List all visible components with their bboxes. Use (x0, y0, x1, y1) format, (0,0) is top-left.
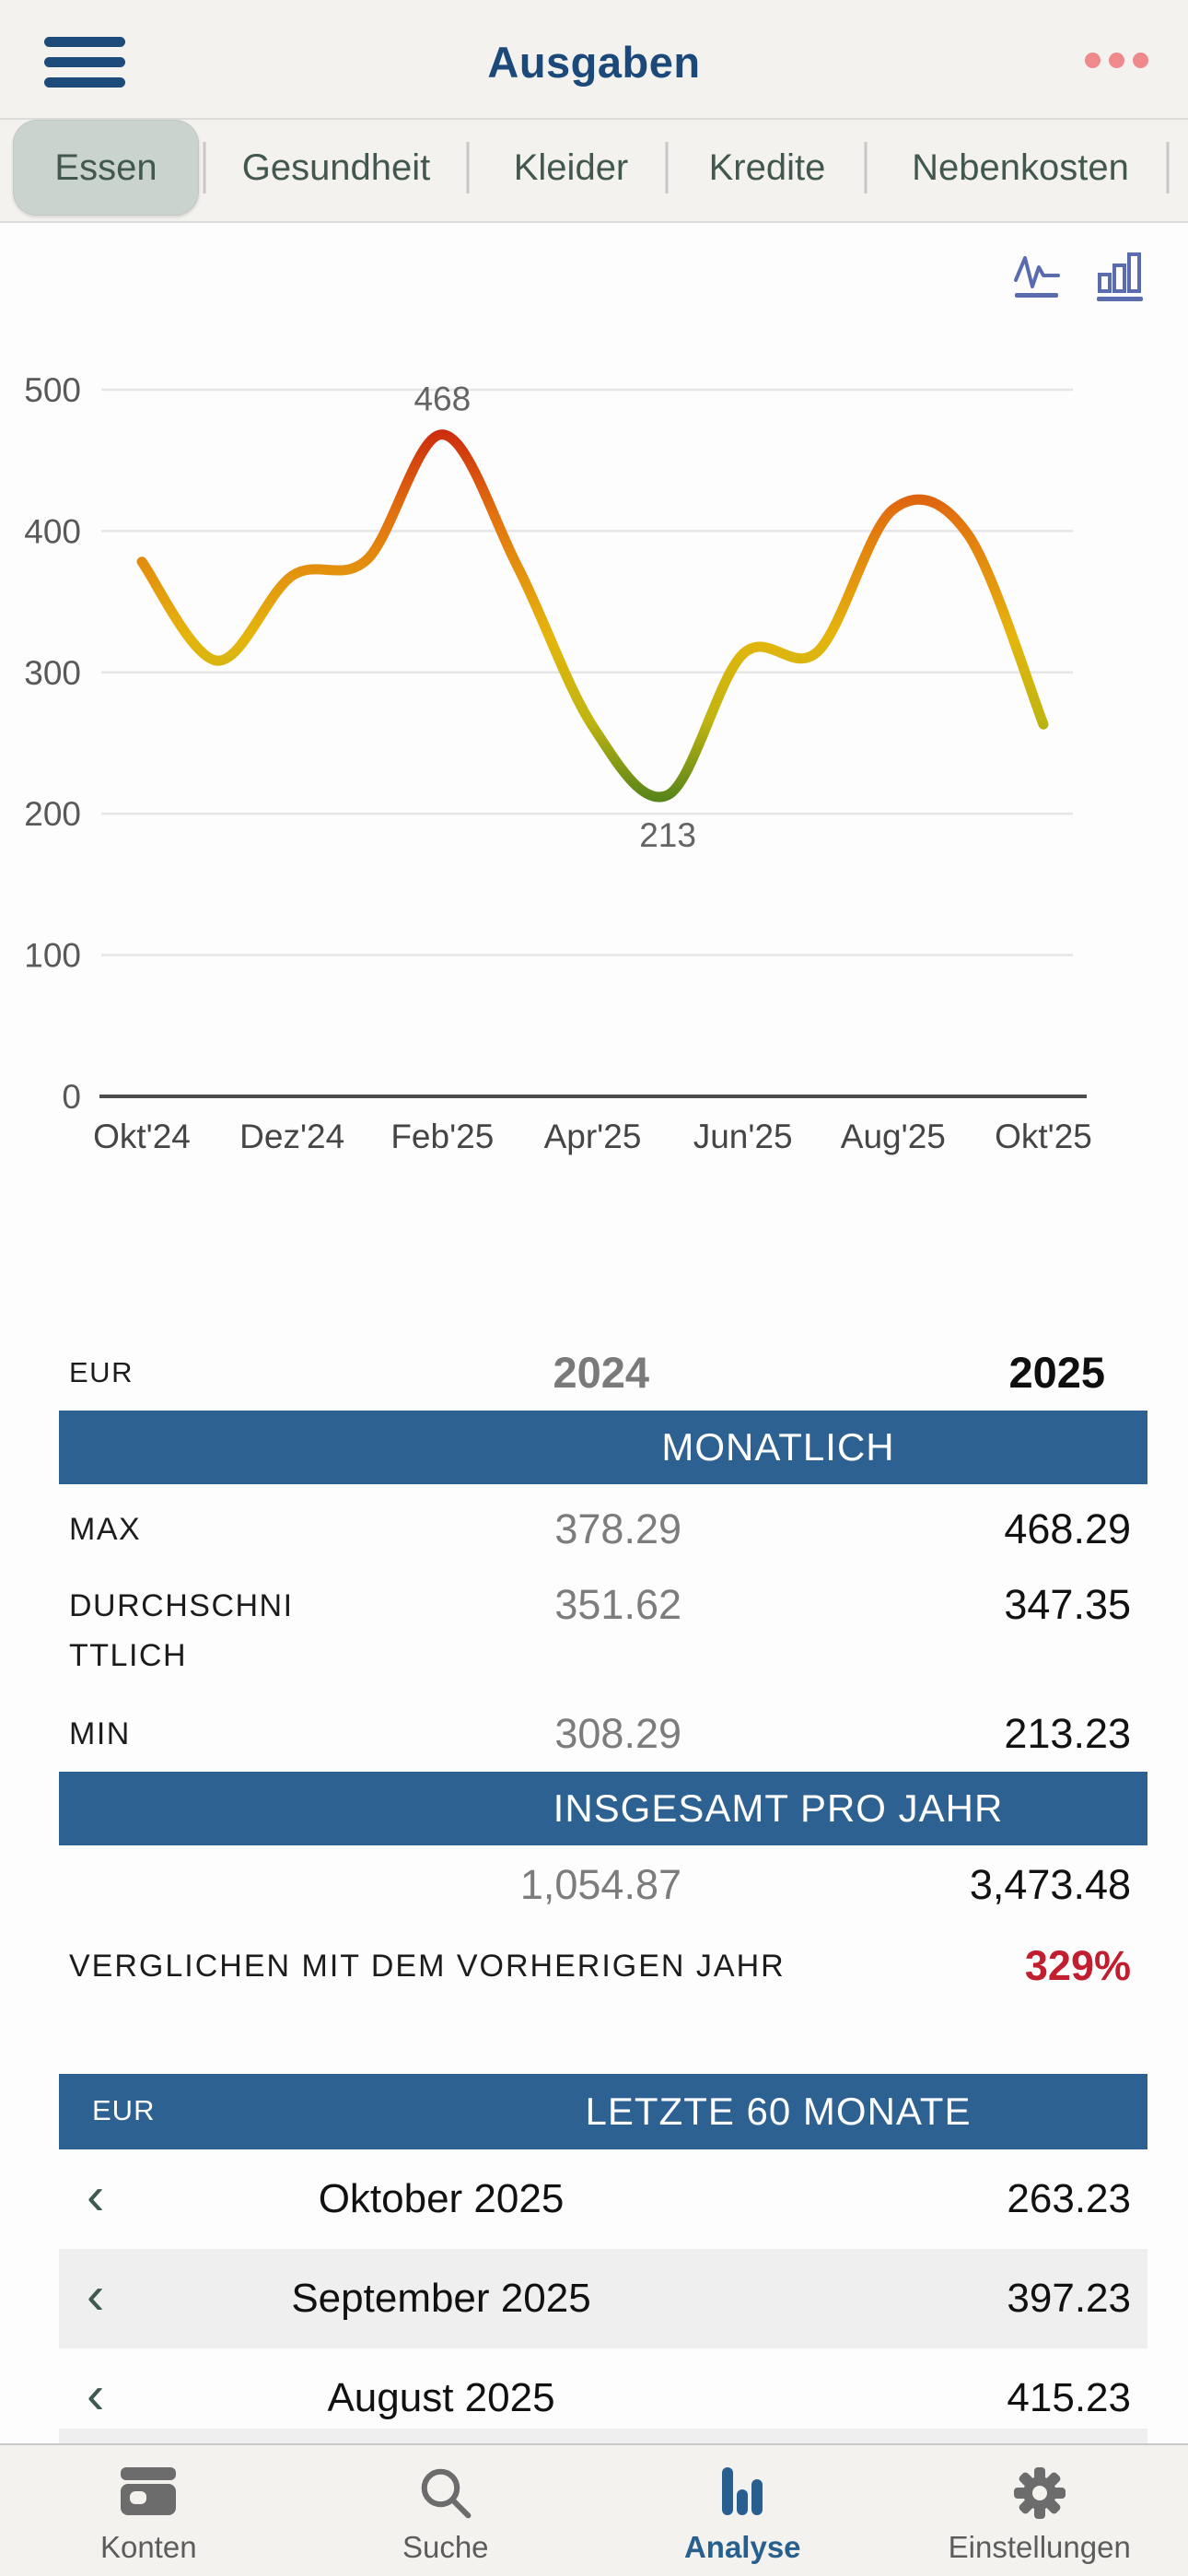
min-label: MIN (69, 1716, 131, 1751)
menu-icon[interactable] (44, 37, 125, 88)
min-2025-value: 213.23 (1004, 1710, 1131, 1757)
svg-text:500: 500 (24, 371, 81, 409)
month-value: 415.23 (1007, 2375, 1131, 2420)
chevron-left-icon[interactable]: ‹ (87, 2166, 105, 2226)
yearly-total-row: 1,054.87 3,473.48 (0, 1850, 1188, 1920)
nav-item-konten[interactable]: Konten (0, 2445, 297, 2576)
svg-text:Dez'24: Dez'24 (239, 1118, 344, 1155)
month-row[interactable]: ‹ August 2025 415.23 (59, 2348, 1147, 2448)
tab-kleider[interactable]: Kleider (513, 147, 629, 188)
month-row[interactable]: ‹ September 2025 397.23 (59, 2249, 1147, 2348)
previous-year-compare-row: VERGLICHEN MIT DEM VORHERIGEN JAHR 329% (0, 1931, 1188, 2001)
nav-label-konten: Konten (99, 2530, 197, 2564)
months-table-banner: EUR LETZTE 60 MONATE (59, 2074, 1147, 2149)
month-value: 263.23 (1007, 2176, 1131, 2221)
bar-chart-toggle-icon[interactable] (1096, 251, 1144, 304)
tab-divider (466, 142, 470, 193)
bottom-navigation: Konten Suche Analyse (0, 2443, 1188, 2576)
min-row: MIN 308.29 213.23 (0, 1699, 1188, 1769)
svg-text:Jun'25: Jun'25 (693, 1118, 793, 1155)
tab-divider (203, 142, 206, 193)
month-name: Oktober 2025 (318, 2176, 565, 2221)
total-2024-value: 1,054.87 (519, 1861, 681, 1908)
svg-text:0: 0 (62, 1078, 81, 1116)
chevron-left-icon[interactable]: ‹ (87, 2266, 105, 2325)
tab-essen[interactable]: Essen (54, 147, 157, 188)
months-table-title: LETZTE 60 MONATE (585, 2090, 972, 2133)
min-2024-value: 308.29 (554, 1710, 681, 1757)
month-value: 397.23 (1007, 2276, 1131, 2321)
tab-kredite[interactable]: Kredite (708, 147, 826, 188)
svg-text:200: 200 (24, 795, 81, 833)
tab-divider (665, 142, 669, 193)
compare-label: VERGLICHEN MIT DEM VORHERIGEN JAHR (69, 1949, 786, 1984)
tab-divider (1166, 142, 1170, 193)
tab-divider (864, 142, 868, 193)
category-tab-bar: Essen Gesundheit Kleider Kredite Nebenkosten (0, 120, 1188, 223)
nav-label-einstellungen: Einstellungen (948, 2530, 1131, 2564)
expenses-line-chart: 0 100 200 300 400 500 Okt'24 Dez'24 Feb'25 Apr'25… (24, 371, 1092, 1155)
month-row[interactable]: ‹ Oktober 2025 263.23 (59, 2149, 1147, 2249)
nav-item-suche[interactable]: Suche (297, 2445, 595, 2576)
svg-text:400: 400 (24, 512, 81, 550)
svg-text:300: 300 (24, 654, 81, 692)
nav-item-analyse[interactable]: Analyse (594, 2445, 891, 2576)
nav-label-suche: Suche (402, 2530, 489, 2564)
comparison-header-row: EUR 2024 2025 (0, 1338, 1188, 1408)
max-2024-value: 378.29 (554, 1505, 681, 1552)
page-title: Ausgaben (487, 38, 701, 87)
month-name: August 2025 (327, 2375, 555, 2420)
svg-text:100: 100 (24, 937, 81, 975)
compare-percentage: 329% (1024, 1942, 1131, 1989)
selected-tab-pill (13, 120, 199, 216)
top-bar: Ausgaben (0, 0, 1188, 120)
monthly-section-banner: MONATLICH (59, 1411, 1147, 1484)
search-icon (417, 2458, 474, 2528)
bar-chart-icon (713, 2458, 772, 2528)
max-point-label: 468 (413, 381, 471, 418)
line-chart-toggle-icon[interactable] (1013, 252, 1061, 304)
svg-text:Feb'25: Feb'25 (390, 1118, 494, 1155)
nav-item-einstellungen[interactable]: Einstellungen (891, 2445, 1188, 2576)
average-row: DURCHSCHNITTLICH 351.62 347.35 (0, 1568, 1188, 1706)
month-name: September 2025 (291, 2276, 591, 2321)
yearly-total-title: INSGESAMT PRO JAHR (553, 1786, 1004, 1830)
min-point-label: 213 (639, 816, 696, 854)
svg-text:Okt'24: Okt'24 (93, 1118, 191, 1155)
average-2024-value: 351.62 (554, 1581, 681, 1628)
max-2025-value: 468.29 (1004, 1505, 1131, 1552)
wallet-icon (115, 2458, 181, 2528)
svg-text:Apr'25: Apr'25 (544, 1118, 642, 1155)
max-label: MAX (69, 1512, 142, 1547)
total-2025-value: 3,473.48 (969, 1861, 1131, 1908)
partial-next-row (59, 2429, 1147, 2443)
average-2025-value: 347.35 (1004, 1581, 1131, 1628)
monthly-section-title: MONATLICH (661, 1425, 895, 1469)
nav-label-analyse: Analyse (683, 2530, 801, 2564)
average-label: DURCHSCHNITTLICH (69, 1588, 294, 1673)
max-row: MAX 378.29 468.29 (0, 1494, 1188, 1564)
overflow-menu-icon[interactable] (1085, 53, 1148, 68)
column-2024-header: 2024 (553, 1348, 649, 1397)
svg-text:Okt'25: Okt'25 (995, 1118, 1092, 1155)
months-currency-label: EUR (92, 2094, 156, 2126)
currency-label: EUR (69, 1356, 134, 1388)
yearly-total-banner: INSGESAMT PRO JAHR (59, 1772, 1147, 1845)
chevron-left-icon[interactable]: ‹ (87, 2365, 105, 2425)
svg-text:Aug'25: Aug'25 (841, 1118, 946, 1155)
tab-gesundheit[interactable]: Gesundheit (241, 147, 431, 188)
column-2025-header: 2025 (1008, 1348, 1105, 1397)
tab-nebenkosten[interactable]: Nebenkosten (912, 147, 1129, 188)
gear-icon (1010, 2458, 1069, 2528)
